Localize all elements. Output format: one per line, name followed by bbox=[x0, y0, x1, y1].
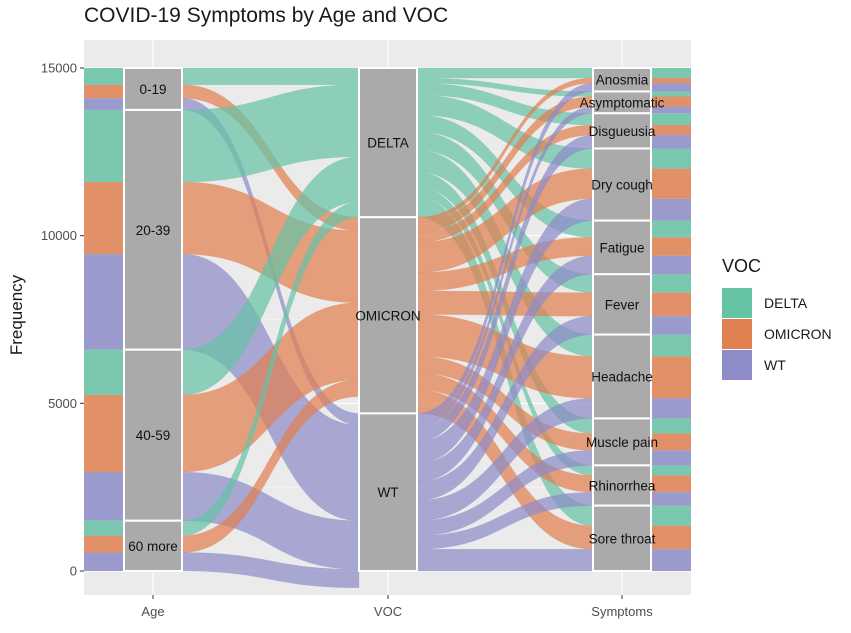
flow-edge-wt-muscle-pain bbox=[651, 450, 691, 466]
flow-edge-0-19-delta bbox=[84, 68, 124, 85]
flow-edge-wt-fatigue bbox=[651, 255, 691, 275]
flow-edge-omicron-disgueusia bbox=[651, 125, 691, 136]
flow-edge-omicron-rhinorrhea bbox=[651, 475, 691, 493]
legend-entry-omicron: OMICRON bbox=[722, 318, 832, 349]
flow-edge-60-more-delta bbox=[84, 520, 124, 536]
legend-swatch-wt bbox=[722, 349, 752, 380]
y-tick-label: 0 bbox=[70, 564, 77, 579]
legend-label-delta: DELTA bbox=[764, 294, 808, 311]
flow-edge-delta-muscle-pain bbox=[651, 418, 691, 434]
chart-title: COVID-19 Symptoms by Age and VOC bbox=[84, 4, 449, 27]
stratum-label-symptoms-fatigue: Fatigue bbox=[599, 240, 644, 255]
flow-edge-0-19-omicron bbox=[84, 84, 124, 99]
legend-entry-wt: WT bbox=[722, 349, 832, 380]
stratum-label-symptoms-muscle-pain: Muscle pain bbox=[586, 435, 658, 450]
flow-ribbons bbox=[84, 67, 691, 589]
flow-edge-omicron-sore-throat bbox=[651, 525, 691, 550]
y-tick-label: 10000 bbox=[41, 228, 77, 243]
stratum-label-age-40-59: 40-59 bbox=[136, 428, 171, 443]
flow-edge-delta-asymptomatic bbox=[651, 91, 691, 97]
flow-edge-omicron-asymptomatic bbox=[651, 96, 691, 107]
stratum-label-age-0-19: 0-19 bbox=[139, 82, 166, 97]
flow-edge-wt-sore-throat bbox=[651, 549, 691, 571]
stratum-label-age-60-more: 60 more bbox=[128, 539, 178, 554]
stratum-age-0-19 bbox=[123, 67, 183, 111]
stratum-label-voc-omicron: OMICRON bbox=[355, 308, 420, 323]
stratum-age-60-more bbox=[123, 519, 183, 573]
flow-edge-omicron-muscle-pain bbox=[651, 433, 691, 451]
legend-label-omicron: OMICRON bbox=[764, 325, 832, 342]
flow-edge-wt-fever bbox=[651, 316, 691, 335]
flow-edge-delta-sore-throat bbox=[651, 505, 691, 526]
stratum-label-symptoms-asymptomatic: Asymptomatic bbox=[580, 95, 665, 110]
stratum-label-symptoms-sore-throat: Sore throat bbox=[589, 531, 656, 546]
flow-edge-wt-dry-cough bbox=[651, 198, 691, 221]
flow-ribbon-delta-anosmia bbox=[416, 67, 594, 79]
stratum-symptoms-rhinorrhea bbox=[592, 464, 652, 507]
flow-edge-wt-asymptomatic bbox=[651, 106, 691, 114]
legend-title: VOC bbox=[722, 256, 762, 276]
flow-edge-omicron-fatigue bbox=[651, 237, 691, 256]
legend-label-wt: WT bbox=[764, 356, 786, 373]
flow-edge-wt-rhinorrhea bbox=[651, 492, 691, 506]
flow-edge-40-59-omicron bbox=[84, 394, 124, 473]
flow-edge-delta-disgueusia bbox=[651, 113, 691, 126]
flow-edge-omicron-fever bbox=[651, 292, 691, 317]
flow-edge-delta-fatigue bbox=[651, 220, 691, 238]
stratum-age-20-39 bbox=[123, 108, 183, 351]
stratum-voc-wt bbox=[358, 412, 418, 573]
x-tick-label-age: Age bbox=[141, 604, 164, 619]
flow-edge-delta-anosmia bbox=[651, 68, 691, 79]
flow-edge-20-39-wt bbox=[84, 254, 124, 350]
flow-edge-delta-dry-cough bbox=[651, 148, 691, 169]
y-tick-label: 15000 bbox=[41, 61, 77, 76]
y-tick-label: 5000 bbox=[48, 396, 77, 411]
legend-swatch-delta bbox=[722, 287, 752, 318]
stratum-symptoms-dry-cough bbox=[592, 147, 652, 222]
flow-edge-60-more-wt bbox=[84, 552, 124, 571]
x-tick-label-voc: VOC bbox=[374, 604, 402, 619]
legend-entry-delta: DELTA bbox=[722, 287, 832, 318]
flow-edge-delta-headache bbox=[651, 334, 691, 357]
stratum-label-symptoms-dry-cough: Dry cough bbox=[591, 178, 653, 193]
flow-ribbon-0-19-delta bbox=[181, 67, 360, 86]
flow-ribbon-60-more-wt bbox=[181, 552, 360, 589]
flow-edge-omicron-dry-cough bbox=[651, 168, 691, 199]
stratum-label-symptoms-fever: Fever bbox=[605, 297, 640, 312]
flow-edge-wt-anosmia bbox=[651, 83, 691, 92]
flow-edge-delta-fever bbox=[651, 274, 691, 293]
stratum-label-voc-wt: WT bbox=[378, 485, 399, 500]
stratum-symptoms-sore-throat bbox=[592, 504, 652, 572]
legend-swatch-omicron bbox=[722, 318, 752, 349]
flow-edge-omicron-headache bbox=[651, 356, 691, 399]
x-tick-label-symptoms: Symptoms bbox=[591, 604, 653, 619]
flow-edge-20-39-delta bbox=[84, 109, 124, 183]
flow-edge-omicron-anosmia bbox=[651, 78, 691, 84]
flow-edge-0-19-wt bbox=[84, 98, 124, 110]
stratum-label-symptoms-headache: Headache bbox=[591, 370, 653, 385]
stratum-symptoms-headache bbox=[592, 333, 652, 420]
stratum-symptoms-muscle-pain bbox=[592, 417, 652, 467]
stratum-label-symptoms-disgueusia: Disgueusia bbox=[589, 124, 656, 139]
flow-edge-60-more-omicron bbox=[84, 535, 124, 553]
axes: 0 5000 10000 15000 Age VOC Symptoms bbox=[41, 61, 653, 620]
stratum-symptoms-fever bbox=[592, 273, 652, 336]
flow-edge-delta-rhinorrhea bbox=[651, 465, 691, 476]
stratum-label-voc-delta: DELTA bbox=[367, 136, 409, 151]
legend: VOC DELTA OMICRON WT bbox=[722, 256, 832, 380]
stratum-label-symptoms-anosmia: Anosmia bbox=[596, 73, 649, 88]
flow-edge-40-59-wt bbox=[84, 472, 124, 521]
flow-ribbon-wt-sore-throat bbox=[416, 548, 594, 572]
stratum-symptoms-fatigue bbox=[592, 219, 652, 276]
stratum-voc-omicron bbox=[358, 216, 418, 415]
flow-edge-wt-disgueusia bbox=[651, 135, 691, 149]
stratum-label-symptoms-rhinorrhea: Rhinorrhea bbox=[589, 478, 656, 493]
stratum-label-age-20-39: 20-39 bbox=[136, 223, 171, 238]
flow-edge-20-39-omicron bbox=[84, 182, 124, 255]
flow-edge-40-59-delta bbox=[84, 349, 124, 395]
strata: 0-19 20-39 40-59 60 more DELTA OMICRON WT Anosm… bbox=[123, 67, 665, 573]
flow-edge-wt-headache bbox=[651, 398, 691, 419]
